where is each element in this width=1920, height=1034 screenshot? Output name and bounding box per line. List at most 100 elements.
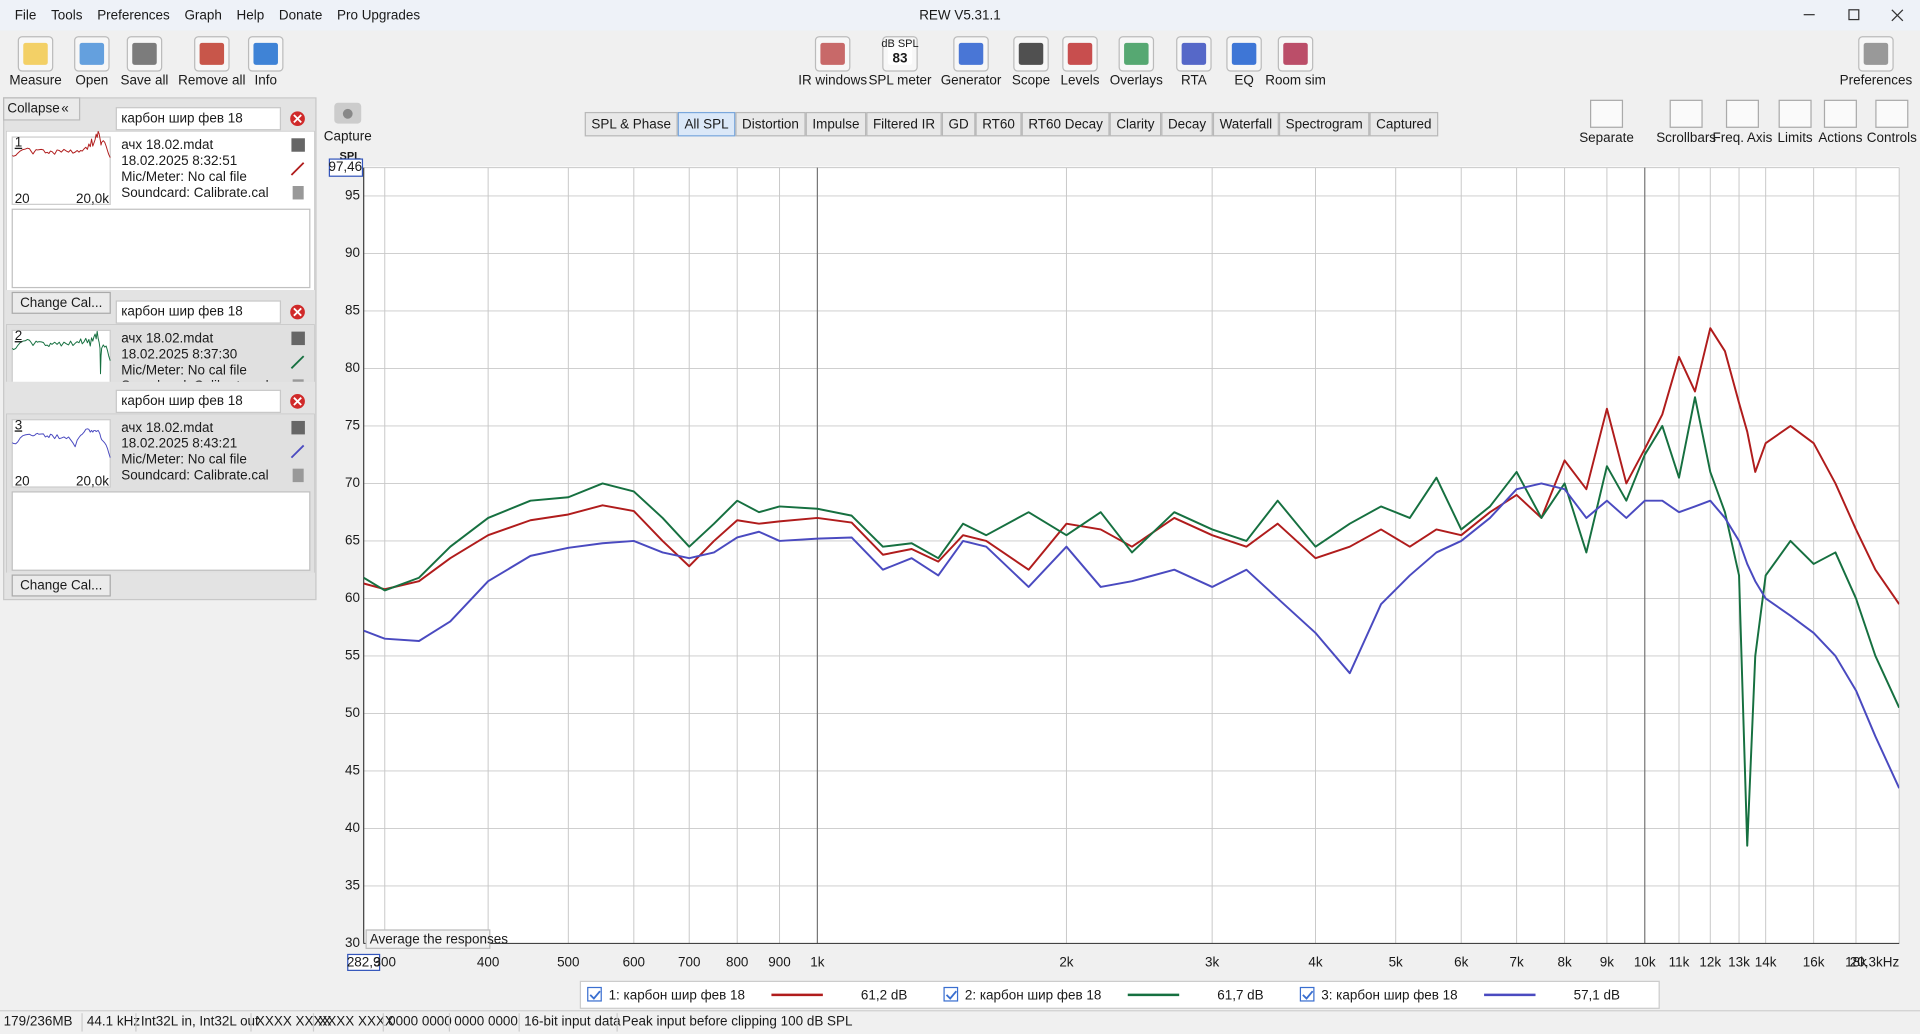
tab[interactable]: Clarity: [1109, 111, 1162, 137]
tab-bg[interactable]: [805, 111, 867, 137]
menu-item[interactable]: File: [15, 7, 37, 22]
x-tick-label: 800: [726, 955, 748, 970]
legend-checkbox[interactable]: [1299, 986, 1315, 1002]
tab-label[interactable]: GD: [949, 116, 969, 131]
tab-bg[interactable]: [975, 111, 1022, 137]
notes-box[interactable]: [11, 208, 311, 289]
toolbar-label[interactable]: Generator: [941, 72, 1002, 87]
toolbar-label[interactable]: Levels: [1061, 72, 1100, 87]
tab[interactable]: All SPL: [677, 111, 736, 137]
measurement-name[interactable]: карбон шир фев 18: [121, 304, 242, 319]
tab[interactable]: Captured: [1369, 111, 1439, 137]
tab-bg[interactable]: [677, 111, 736, 137]
toolbar-label[interactable]: Save all: [121, 72, 169, 87]
name-field[interactable]: [115, 389, 282, 413]
change-cal-label[interactable]: Change Cal...: [20, 295, 102, 310]
change-cal-button[interactable]: [11, 574, 111, 597]
tab-bg[interactable]: [735, 111, 806, 137]
tab-bg[interactable]: [941, 111, 976, 137]
tab-label[interactable]: RT60 Decay: [1028, 116, 1103, 131]
tab-label[interactable]: All SPL: [684, 116, 729, 131]
graph-control-icon[interactable]: [1875, 99, 1909, 128]
toolbar-label[interactable]: Info: [254, 72, 276, 87]
tab-label[interactable]: Captured: [1376, 116, 1431, 131]
tab-label[interactable]: Clarity: [1116, 116, 1154, 131]
graph-control-label[interactable]: Controls: [1867, 130, 1917, 145]
measurement-file-icon: [292, 185, 304, 200]
graph-control-icon[interactable]: [1778, 99, 1812, 128]
tab-bg[interactable]: [1021, 111, 1110, 137]
tab-bg[interactable]: [1109, 111, 1162, 137]
tab-bg[interactable]: [1212, 111, 1279, 137]
graph-control-icon[interactable]: [1823, 99, 1857, 128]
menu-item[interactable]: Donate: [279, 7, 322, 22]
graph-control-label[interactable]: Actions: [1818, 130, 1862, 145]
menu-item[interactable]: Preferences: [97, 7, 170, 22]
tab-label[interactable]: RT60: [982, 116, 1015, 131]
graph-control-label[interactable]: Scrollbars: [1656, 130, 1716, 145]
toolbar-label[interactable]: Preferences: [1840, 72, 1913, 87]
x-tick-label: 2k: [1059, 955, 1073, 970]
tab[interactable]: Distortion: [735, 111, 806, 137]
tab-label[interactable]: Decay: [1168, 116, 1206, 131]
tab-bg[interactable]: [584, 111, 678, 137]
tab-label[interactable]: Waterfall: [1220, 116, 1273, 131]
collapse-button[interactable]: [3, 97, 81, 121]
menu-item[interactable]: Graph: [184, 7, 221, 22]
measurement-color-icon: [290, 444, 305, 459]
tab[interactable]: RT60: [975, 111, 1022, 137]
toolbar-label[interactable]: Scope: [1012, 72, 1050, 87]
tab-bg[interactable]: [1369, 111, 1439, 137]
measurement-name[interactable]: карбон шир фев 18: [121, 110, 242, 125]
name-field[interactable]: [115, 107, 282, 131]
capture-label[interactable]: Capture: [324, 129, 372, 144]
toolbar-label[interactable]: Room sim: [1265, 72, 1326, 87]
tab-bg[interactable]: [1161, 111, 1213, 137]
menu-item[interactable]: Help: [237, 7, 265, 22]
name-field[interactable]: [115, 300, 282, 324]
legend-checkbox[interactable]: [943, 986, 959, 1002]
toolbar-label[interactable]: SPL meter: [868, 72, 932, 87]
notes-box[interactable]: [11, 491, 311, 571]
tab[interactable]: Impulse: [805, 111, 867, 137]
graph-control-icon[interactable]: [1590, 99, 1624, 128]
graph-control-label[interactable]: Separate: [1579, 130, 1634, 145]
tab-label[interactable]: SPL & Phase: [591, 116, 671, 131]
tab[interactable]: Decay: [1161, 111, 1213, 137]
toolbar-label[interactable]: Open: [75, 72, 108, 87]
toolbar-label[interactable]: Measure: [9, 72, 61, 87]
menu-item[interactable]: Pro Upgrades: [337, 7, 420, 22]
window-controls[interactable]: [1803, 9, 1904, 22]
tab[interactable]: Spectrogram: [1278, 111, 1370, 137]
tab-label[interactable]: Impulse: [812, 116, 859, 131]
toolbar-label[interactable]: RTA: [1181, 72, 1207, 87]
tab-bg[interactable]: [866, 111, 942, 137]
graph-control-label[interactable]: Freq. Axis: [1713, 130, 1773, 145]
measurement-name[interactable]: карбон шир фев 18: [121, 393, 242, 408]
tab[interactable]: Filtered IR: [866, 111, 942, 137]
graph-control-icon[interactable]: [1725, 99, 1759, 128]
menu-item[interactable]: Tools: [51, 7, 83, 22]
average-button[interactable]: [365, 929, 491, 949]
toolbar-label[interactable]: Remove all: [178, 72, 245, 87]
tab-bg[interactable]: [1278, 111, 1370, 137]
tab-label[interactable]: Distortion: [742, 116, 799, 131]
toolbar-label[interactable]: EQ: [1234, 72, 1253, 87]
tab[interactable]: SPL & Phase: [584, 111, 678, 137]
collapse-label[interactable]: Collapse: [7, 100, 59, 115]
y-limit-box: [328, 158, 364, 177]
legend-checkbox[interactable]: [587, 986, 602, 1002]
toolbar-label[interactable]: Overlays: [1110, 72, 1163, 87]
graph-control-label[interactable]: Limits: [1778, 130, 1813, 145]
tab[interactable]: Waterfall: [1212, 111, 1279, 137]
toolbar-label[interactable]: IR windows: [798, 72, 867, 87]
change-cal-label[interactable]: Change Cal...: [20, 578, 102, 593]
tab[interactable]: RT60 Decay: [1021, 111, 1110, 137]
tab-label[interactable]: Spectrogram: [1286, 116, 1363, 131]
tab-label[interactable]: Filtered IR: [873, 116, 935, 131]
tab[interactable]: GD: [941, 111, 976, 137]
average-button-label[interactable]: Average the responses: [370, 931, 508, 946]
change-cal-button[interactable]: [11, 291, 111, 314]
graph-control-icon[interactable]: [1669, 99, 1703, 128]
